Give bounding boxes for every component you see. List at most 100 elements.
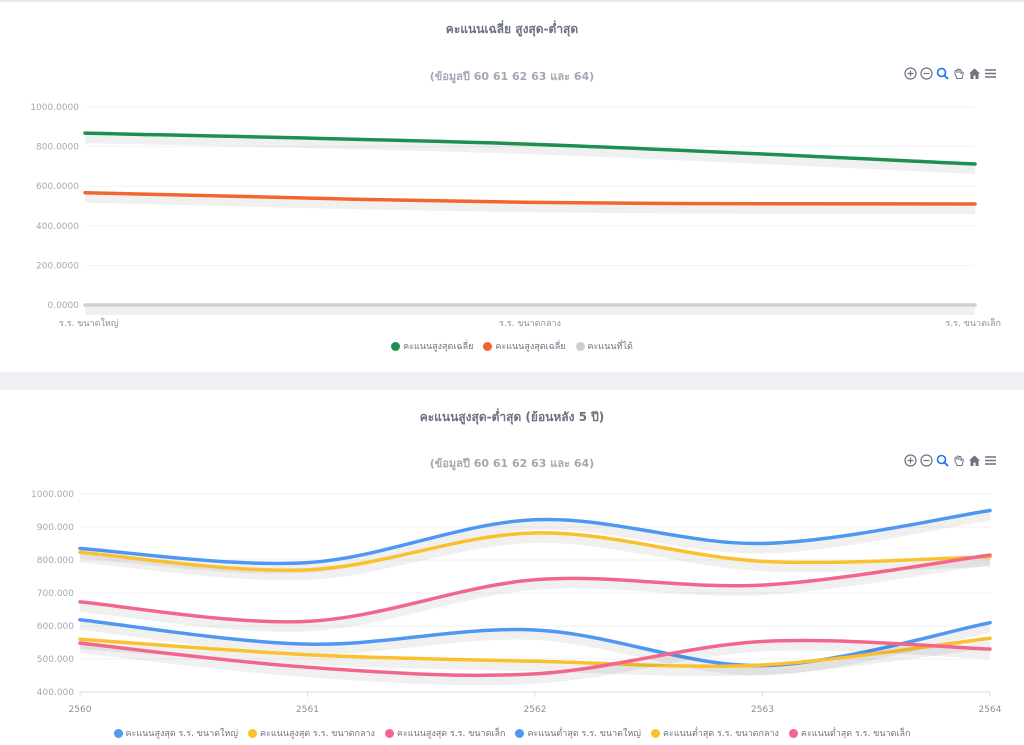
line-chart-5years: 400.000 500.000 600.000 700.000 800.000 900.0… xyxy=(31,490,1002,715)
data-point xyxy=(533,518,537,522)
y-tick-label: 800.000 xyxy=(37,556,74,566)
x-tick-label: 2564 xyxy=(979,705,1002,715)
data-point xyxy=(306,642,310,646)
y-tick-label: 1000.0000 xyxy=(30,103,79,113)
menu-icon[interactable] xyxy=(984,67,997,80)
chart-subtitle: (ข้อมูลปี 60 61 62 63 และ 64) xyxy=(429,457,595,470)
legend-label: คะแนนสูงสุดเฉลี่ย xyxy=(403,342,474,352)
y-tick-label: 400.0000 xyxy=(36,222,79,232)
y-tick-label: 800.0000 xyxy=(36,143,79,153)
legend-label: คะแนนสูงสุด ร.ร. ขนาดใหญ่ xyxy=(125,729,239,739)
chart-subtitle: (ข้อมูลปี 60 61 62 63 และ 64) xyxy=(429,70,595,83)
y-tick-label: 200.0000 xyxy=(36,261,79,271)
data-point xyxy=(533,578,537,582)
data-point xyxy=(533,672,537,676)
data-point xyxy=(973,303,977,307)
data-point xyxy=(761,542,765,546)
data-point xyxy=(78,550,82,554)
chart-card-average: คะแนนเฉลี่ย สูงสุด-ต่ำสุด (ข้อมูลปี 60 6… xyxy=(0,0,1024,372)
chart-card-5years: คะแนนสูงสุด-ต่ำสุด (ย้อนหลัง 5 ปี) (ข้อม… xyxy=(0,390,1024,745)
data-point xyxy=(306,568,310,572)
legend-item[interactable]: คะแนนสูงสุด ร.ร. ขนาดเล็ก xyxy=(384,726,506,740)
series-line-1 xyxy=(78,531,992,573)
data-point xyxy=(78,600,82,604)
series-line-0 xyxy=(78,508,992,566)
data-point xyxy=(761,559,765,563)
chart-toolbar xyxy=(904,67,997,80)
series-line-0 xyxy=(83,131,977,166)
y-tick-label: 1000.000 xyxy=(31,490,74,500)
magnifier-icon[interactable] xyxy=(936,454,949,467)
series-line-2 xyxy=(78,553,992,624)
data-point xyxy=(306,561,310,565)
zoom-out-icon[interactable] xyxy=(920,67,933,80)
chart-toolbar xyxy=(904,454,997,467)
series-shadow xyxy=(79,621,991,676)
data-point xyxy=(83,191,87,195)
data-point xyxy=(78,618,82,622)
data-point xyxy=(306,665,310,669)
y-tick-label: 700.000 xyxy=(37,589,74,599)
legend-label: คะแนนสูงสุด ร.ร. ขนาดกลาง xyxy=(260,729,375,739)
series-shadow xyxy=(79,640,991,677)
data-point xyxy=(761,663,765,667)
legend-item[interactable]: คะแนนสูงสุด ร.ร. ขนาดกลาง xyxy=(248,726,375,740)
y-tick-label: 600.000 xyxy=(37,622,74,632)
x-tick-label: 2560 xyxy=(69,705,92,715)
legend-label: คะแนนต่ำสุด ร.ร. ขนาดกลาง xyxy=(662,729,779,739)
home-icon[interactable] xyxy=(968,454,981,467)
zoom-out-icon[interactable] xyxy=(920,454,933,467)
legend-item[interactable]: คะแนนต่ำสุด ร.ร. ขนาดเล็ก xyxy=(788,726,911,740)
data-point xyxy=(761,640,765,644)
legend-marker xyxy=(788,728,798,738)
data-point xyxy=(988,553,992,557)
home-icon[interactable] xyxy=(968,67,981,80)
series-line-4 xyxy=(78,636,992,668)
line-chart-average: 0.0000 200.0000 400.0000 600.0000 800.0000 10… xyxy=(30,103,1001,329)
data-point xyxy=(533,531,537,535)
x-tick-label: ร.ร. ขนาดใหญ่ xyxy=(59,318,119,329)
zoom-in-icon[interactable] xyxy=(904,454,917,467)
legend-marker xyxy=(248,728,257,738)
data-point xyxy=(533,659,537,663)
chart-title: คะแนนสูงสุด-ต่ำสุด (ย้อนหลัง 5 ปี) xyxy=(419,410,605,424)
legend-item[interactable]: คะแนนต่ำสุด ร.ร. ขนาดกลาง xyxy=(650,726,779,740)
legend-item[interactable]: คะแนนสูงสุดเฉลี่ย xyxy=(391,339,473,353)
legend-marker xyxy=(391,341,401,351)
series-shadow xyxy=(84,194,976,215)
magnifier-icon[interactable] xyxy=(936,67,949,80)
data-point xyxy=(78,546,82,550)
legend-label: คะแนนสูงสุดเฉลี่ย xyxy=(495,342,566,352)
legend-item[interactable]: คะแนนต่ำสุด ร.ร. ขนาดใหญ่ xyxy=(515,726,641,740)
legend-item[interactable]: คะแนนที่ได้ xyxy=(575,339,633,353)
pan-hand-icon[interactable] xyxy=(952,67,965,80)
series-line-5 xyxy=(78,638,992,678)
data-point xyxy=(528,303,532,307)
y-tick-label: 600.0000 xyxy=(36,182,79,192)
data-point xyxy=(973,162,977,166)
data-point xyxy=(78,637,82,641)
legend-marker xyxy=(483,341,493,351)
menu-icon[interactable] xyxy=(984,454,997,467)
data-point xyxy=(306,653,310,657)
chart-legend: คะแนนสูงสุดเฉลี่ย คะแนนสูงสุดเฉลี่ย คะแนนท… xyxy=(0,339,1024,353)
x-tick-label: ร.ร. ขนาดกลาง xyxy=(499,319,561,329)
legend-label: คะแนนต่ำสุด ร.ร. ขนาดเล็ก xyxy=(800,729,911,739)
zoom-in-icon[interactable] xyxy=(904,67,917,80)
data-point xyxy=(988,636,992,640)
pan-hand-icon[interactable] xyxy=(952,454,965,467)
data-point xyxy=(306,619,310,623)
series-shadow xyxy=(79,557,991,632)
chart-title: คะแนนเฉลี่ย สูงสุด-ต่ำสุด xyxy=(445,22,579,36)
legend-item[interactable]: คะแนนสูงสุดเฉลี่ย xyxy=(483,339,566,353)
data-point xyxy=(78,641,82,645)
data-point xyxy=(528,142,532,146)
series-shadow xyxy=(84,135,976,175)
legend-label: คะแนนสูงสุด ร.ร. ขนาดเล็ก xyxy=(396,729,506,739)
x-tick-label: 2561 xyxy=(296,705,319,715)
legend-item[interactable]: คะแนนสูงสุด ร.ร. ขนาดใหญ่ xyxy=(113,726,239,740)
data-point xyxy=(973,202,977,206)
data-point xyxy=(533,628,537,632)
y-tick-label: 0.0000 xyxy=(48,301,80,311)
legend-label: คะแนนต่ำสุด ร.ร. ขนาดใหญ่ xyxy=(527,729,641,739)
